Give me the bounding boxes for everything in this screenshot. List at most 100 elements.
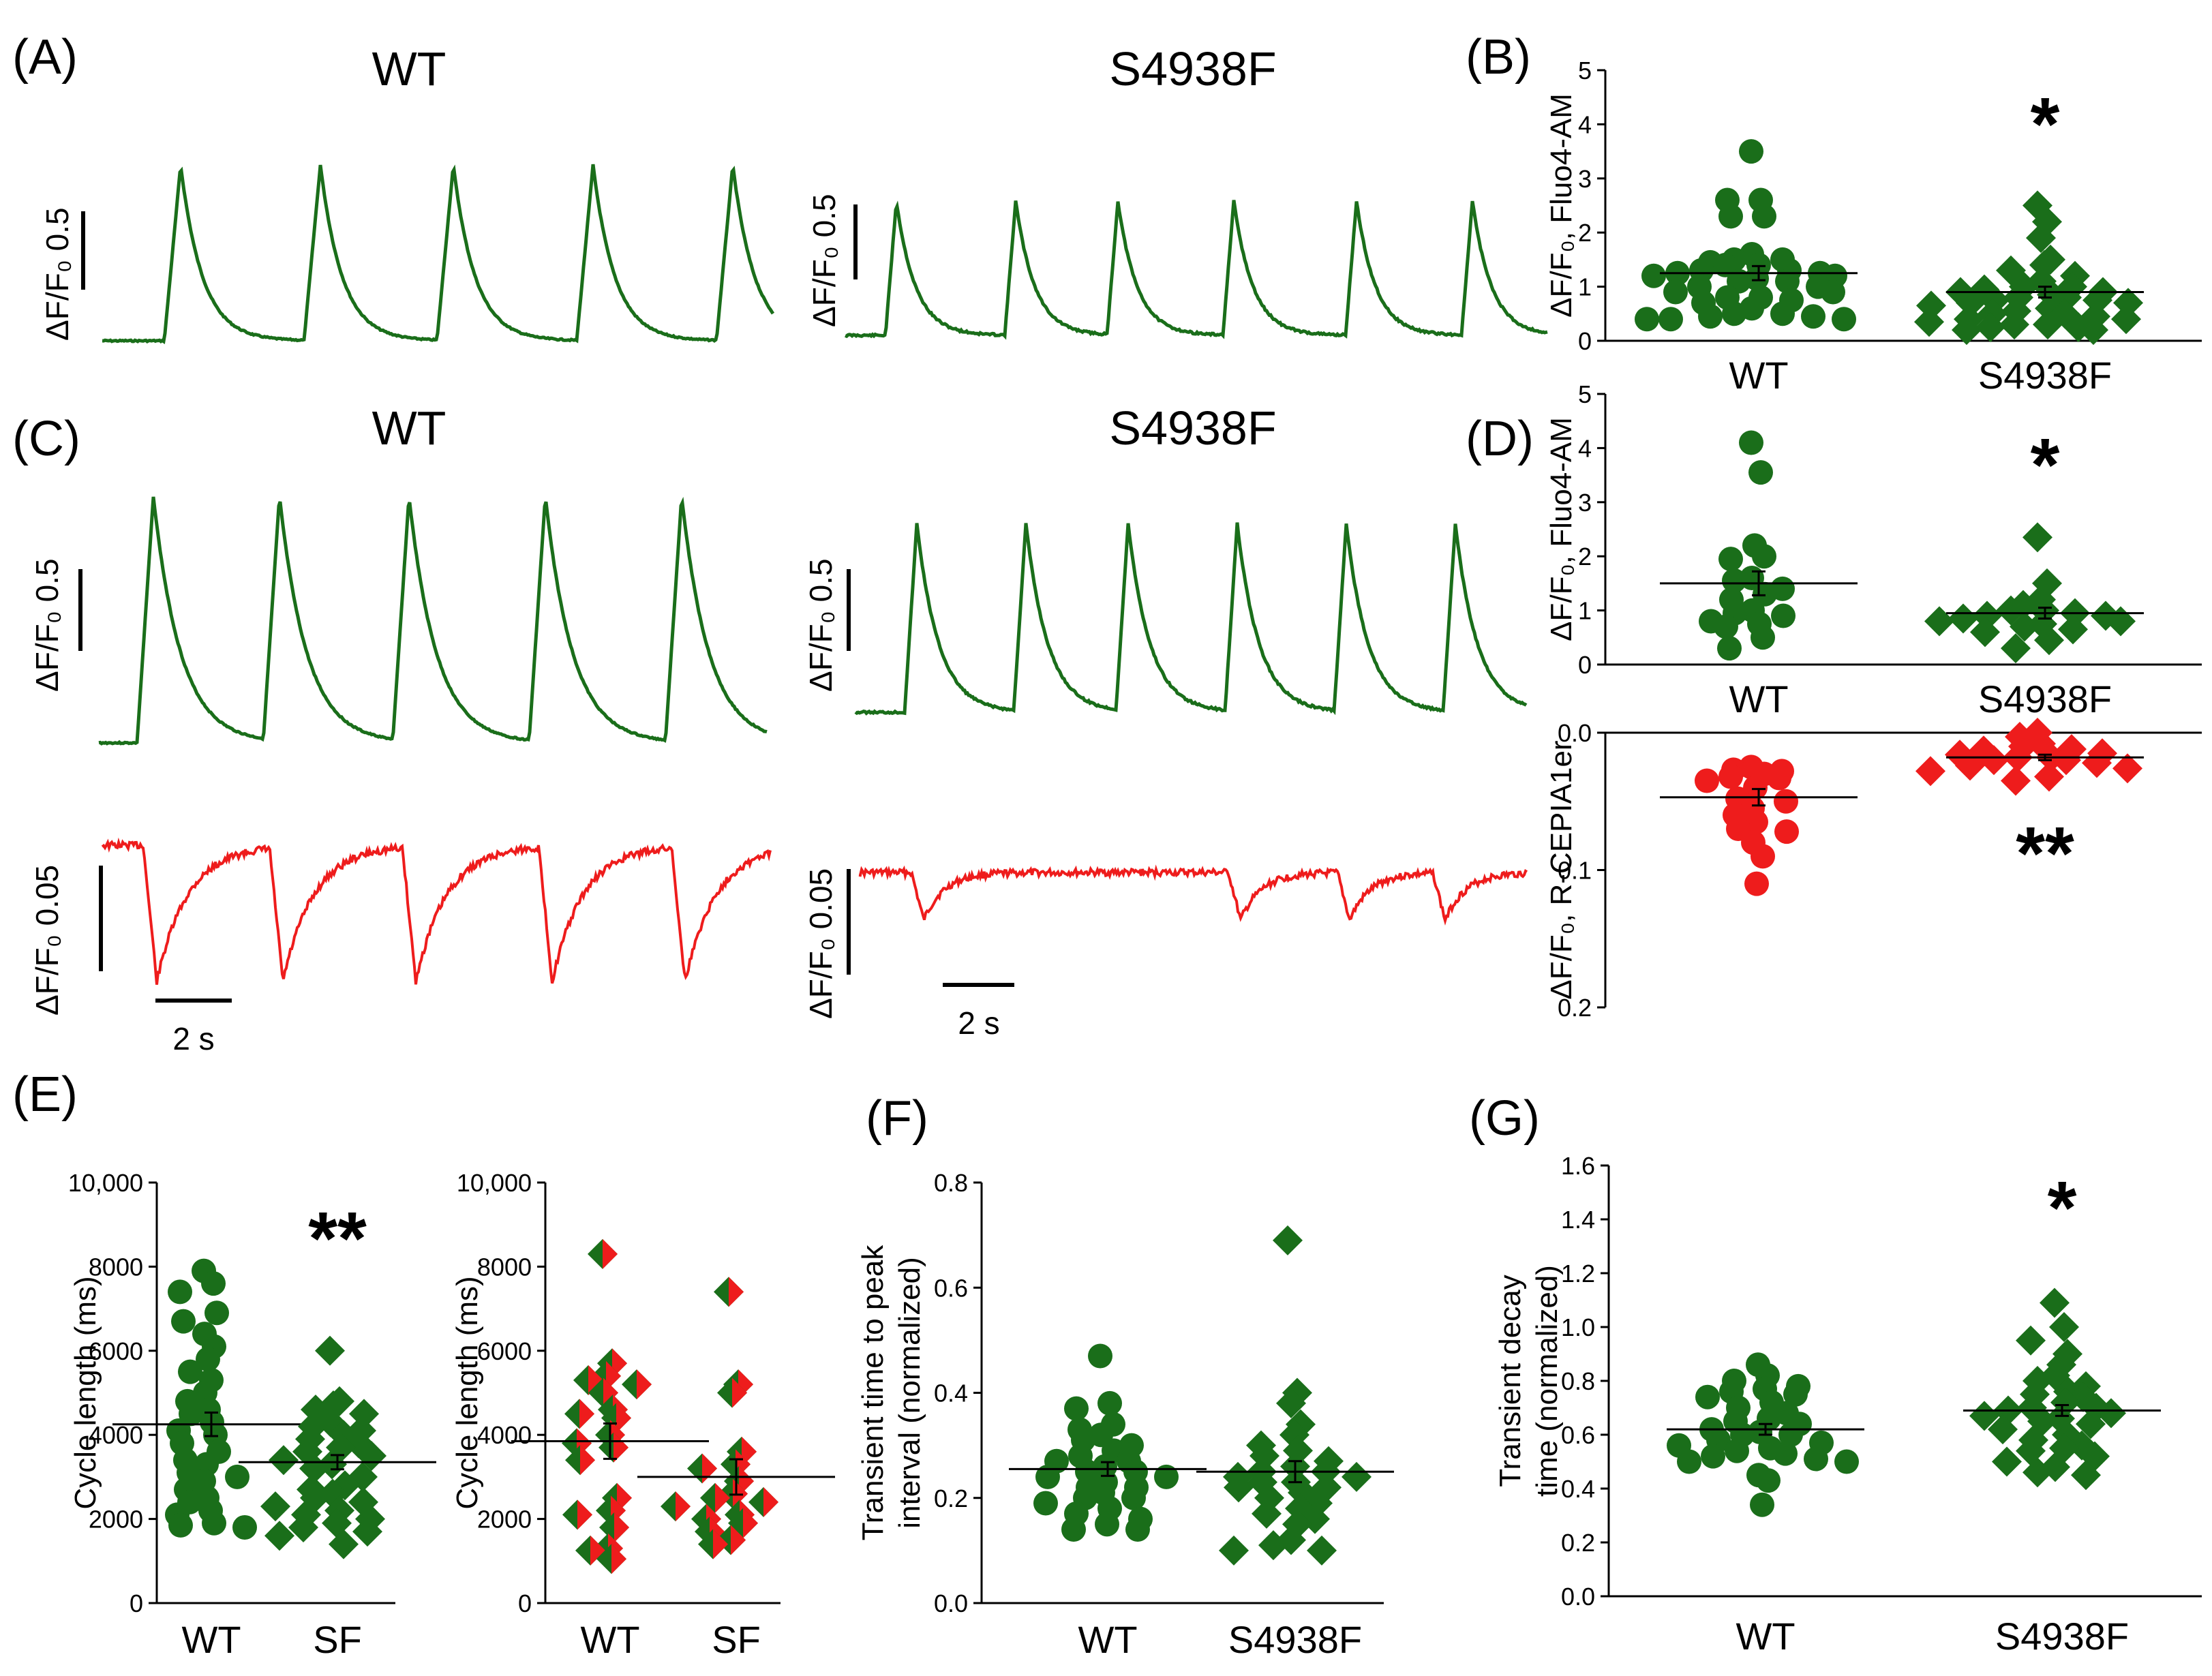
trace-title-a-mut: S4938F	[1109, 42, 1276, 95]
data-point-D_top-WT	[1717, 636, 1742, 661]
y-tick-label-F: 0.4	[934, 1380, 968, 1407]
data-point-G-S4938F	[2040, 1288, 2070, 1318]
data-point-G-S4938F	[2022, 1457, 2052, 1488]
y-tick-label-G: 1.6	[1561, 1152, 1595, 1180]
data-point-D_bottom-S4938F	[2082, 748, 2112, 778]
data-point-B-WT	[1775, 269, 1800, 294]
data-point-G-WT	[1725, 1438, 1749, 1463]
data-point-G-WT	[1695, 1384, 1720, 1410]
data-point-D_top-S4938F	[2001, 633, 2031, 664]
data-point-F-WT	[1035, 1464, 1060, 1489]
data-point-B-WT	[1832, 307, 1856, 332]
y-tick-label-G: 0.8	[1561, 1367, 1595, 1395]
data-point-D_top-S4938F	[1948, 603, 1978, 634]
data-point-G-WT	[1677, 1449, 1701, 1474]
trace-c-wt-fluo4	[98, 496, 768, 746]
data-point-half-E_right-SF	[732, 1377, 747, 1408]
data-point-E_left-WT	[171, 1309, 196, 1334]
plot-e-left: 0 2000 4000 6000 8000 10,000 Cycle length (ms)…	[68, 1169, 436, 1661]
y-tick-label-F: 0.0	[934, 1589, 968, 1617]
y-tick-label-E_right: 8000	[477, 1253, 532, 1281]
y-tick-label-G: 1.4	[1561, 1206, 1595, 1234]
data-point-G-S4938F	[2049, 1312, 2079, 1342]
data-point-E_left-SF	[352, 1517, 382, 1547]
data-point-half-E_right-SF	[715, 1482, 730, 1513]
data-point-D_top-WT	[1739, 430, 1763, 455]
data-point-B-WT	[1658, 307, 1683, 332]
data-point-D_top-WT	[1752, 544, 1776, 569]
data-point-F-S4938F	[1224, 1472, 1254, 1503]
data-point-B-WT	[1718, 204, 1743, 229]
data-point-B-WT	[1821, 279, 1845, 305]
y-tick-label-E_right: 4000	[477, 1421, 532, 1449]
data-point-D_top-WT	[1771, 603, 1796, 628]
data-point-B-S4938F	[1975, 312, 2005, 343]
category-label-E_left: WT	[181, 1618, 241, 1661]
y-axis-label-D_top: ΔF/F₀, Fluo4-AM	[1545, 417, 1578, 641]
category-label-E_right: WT	[580, 1618, 639, 1661]
y-tick-label-B: 4	[1578, 110, 1592, 138]
y-tick-label-E_right: 10,000	[457, 1169, 532, 1197]
data-point-B-S4938F	[2111, 304, 2141, 335]
data-point-B-WT	[1641, 263, 1666, 288]
scale-label-a-wt: ΔF/F₀ 0.5	[40, 207, 75, 341]
data-point-half-E_right-WT	[611, 1544, 626, 1574]
time-scale-label-mut: 2 s	[958, 1005, 999, 1041]
y-tick-label-D_bottom: 0.2	[1558, 994, 1592, 1022]
category-label-G: WT	[1736, 1615, 1795, 1658]
y-tick-label-D_top: 0	[1578, 651, 1592, 679]
y-tick-label-B: 1	[1578, 273, 1592, 301]
y-tick-label-G: 0.0	[1561, 1583, 1595, 1611]
data-point-G-S4938F	[2096, 1398, 2126, 1429]
data-point-F-WT	[1088, 1343, 1112, 1369]
y-tick-label-E_left: 10,000	[68, 1169, 143, 1197]
data-point-half-E_right-SF	[743, 1508, 758, 1538]
y-tick-label-G: 1.0	[1561, 1313, 1595, 1341]
y-axis-label-F: Transient time to peak	[856, 1245, 890, 1541]
category-label-F: S4938F	[1228, 1618, 1362, 1661]
data-point-B-S4938F	[2026, 223, 2056, 254]
y-tick-label-G: 0.4	[1561, 1475, 1595, 1503]
trace-a-mut-fluo4	[845, 200, 1548, 340]
y-tick-label-F: 0.8	[934, 1169, 968, 1197]
plot-d-top: 0 1 2 3 4 5ΔF/F₀, Fluo4-AM WT S4938F *	[1545, 380, 2202, 720]
data-point-F-S4938F	[1219, 1535, 1249, 1566]
data-point-half-E_right-WT	[590, 1535, 605, 1566]
data-point-B-S4938F	[2033, 309, 2063, 340]
data-point-E_left-SF	[299, 1453, 329, 1484]
data-point-G-WT	[1701, 1444, 1725, 1469]
data-point-G-WT	[1804, 1446, 1828, 1472]
data-point-B-WT	[1752, 204, 1776, 229]
data-point-F-WT	[1061, 1517, 1086, 1542]
data-point-G-WT	[1756, 1468, 1781, 1493]
y-tick-label-E_left: 8000	[89, 1253, 143, 1281]
data-point-E_left-WT	[179, 1401, 203, 1427]
category-label-G: S4938F	[1995, 1615, 2129, 1658]
data-point-D_bottom-S4938F	[1979, 745, 2009, 776]
data-point-B-S4938F	[1999, 309, 2029, 340]
plot-f: 0.0 0.2 0.4 0.6 0.8 Transient time to peak int…	[856, 1169, 1394, 1661]
data-point-half-E_right-WT	[579, 1399, 594, 1429]
data-point-E_left-WT	[204, 1300, 229, 1326]
data-point-E_left-SF	[315, 1335, 345, 1366]
data-point-E_left-WT	[168, 1279, 192, 1305]
y-tick-label-D_bottom: 0.0	[1558, 719, 1592, 747]
data-point-F-S4938F	[1307, 1535, 1337, 1566]
data-point-G-WT	[1834, 1449, 1859, 1474]
trace-a-wt-fluo4	[102, 164, 775, 344]
data-point-E_left-SF	[288, 1512, 318, 1542]
trace-c-mut-cepia	[858, 864, 1528, 926]
data-point-half-E_right-WT	[613, 1432, 628, 1463]
data-point-D_top-WT	[1748, 460, 1773, 485]
category-label-D_top: S4938F	[1978, 677, 2112, 720]
y-tick-label-D_top: 2	[1578, 543, 1592, 570]
panel-label-b: (B)	[1466, 30, 1531, 85]
y-tick-label-G: 0.6	[1561, 1421, 1595, 1449]
trace-c-wt-cepia	[101, 837, 772, 985]
y-tick-label-E_left: 0	[130, 1589, 143, 1617]
data-point-D_bottom-WT	[1774, 819, 1799, 844]
y-axis-label-F: interval (normalized)	[893, 1257, 926, 1529]
panel-label-d: (D)	[1466, 412, 1534, 466]
y-tick-label-D_top: 4	[1578, 434, 1592, 462]
